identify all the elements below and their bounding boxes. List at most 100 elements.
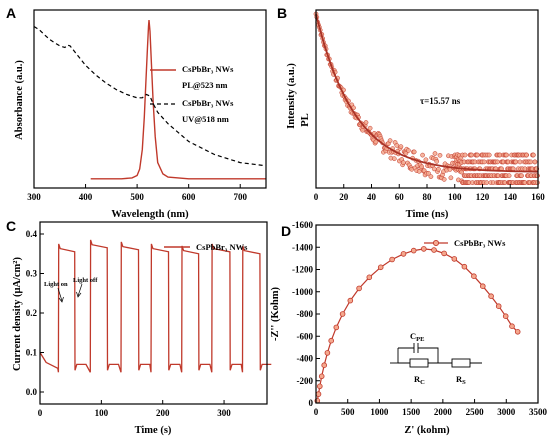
panel-b-point [504,152,509,158]
panel-b-point [426,170,431,176]
panel-b-xtick-label-5: 100 [448,192,462,202]
panel-b-point [475,152,480,158]
panel-c-legend: CsPbBr₃ NWs [164,242,248,252]
panel-b-point [530,152,536,158]
panel-a-legend: CsPbBr₃ NWs PL@523 nm CsPbBr₃ NWs UV@518… [150,64,234,124]
panel-b-xtick-label-2: 40 [367,192,377,202]
panel-d-ytick-label-3: -600 [297,331,314,341]
panel-d-ytick-label-8: -1600 [292,220,313,230]
panel-c-ylabel: Current density (μA/cm²) [12,257,23,371]
arrow-light-on-head [58,296,64,303]
panel-c-xtick-label-0: 0 [38,408,43,418]
legend-c-label: CsPbBr₃ NWs [196,242,248,252]
legend-d-swatch-marker [432,239,440,247]
panel-d-xtick-label-6: 3000 [497,407,516,417]
label-cpe-c: C [410,331,416,341]
panel-d-ticks: 0 500 1000 1500 2000 2500 3000 3500 0 -200 -400 -60… [292,220,548,417]
panel-d-xtick-label-3: 1500 [402,407,421,417]
panel-d-point-24 [495,303,502,310]
label-cpe: CPE [410,331,424,343]
panel-d-ytick-label-7: -1400 [292,242,313,252]
panel-c-ytick-label-0: 0.0 [26,387,38,397]
panel-c-xtick-label-1: 100 [95,408,109,418]
legend-uv-line2: UV@518 nm [182,114,229,124]
panel-d-point-19 [451,256,458,262]
panel-d-point-6 [328,337,335,344]
panel-b-point [513,159,519,165]
label-cpe-sub: PE [416,336,424,343]
panel-c-xlabel: Time (s) [135,425,172,436]
panel-letter-c: C [6,218,16,234]
panel-d-xtick-label-1: 500 [341,407,355,417]
arrow-light-off [77,283,83,297]
panel-c: C 0 100 200 300 0.0 0.1 0.2 0.3 0.4 Time (s) Cur… [6,218,272,436]
panel-b-xtick-label-3: 60 [395,192,405,202]
panel-b-xtick-label-7: 140 [504,192,518,202]
panel-b-point [448,175,454,181]
panel-d-ytick-label-5: -1000 [292,287,313,297]
legend-pl-line1: CsPbBr₃ NWs [182,64,234,74]
label-rc-r: R [414,374,421,384]
panel-a-xtick-label-3: 600 [182,192,196,202]
panel-d-point-11 [366,274,373,281]
legend-uv-line1: CsPbBr₃ NWs [182,98,234,108]
panel-c-series [39,239,272,373]
panel-a-xtick-label-4: 700 [233,192,247,202]
label-rs-r: R [456,374,463,384]
panel-b-ticks: 0 20 40 60 80 100 120 140 160 [314,184,545,202]
annot-light-off: Light off [73,277,98,284]
panel-d-xtick-label-5: 2500 [466,407,485,417]
panel-b-ylabel-main: Intensity (a.u.) [286,63,297,129]
panel-d-point-16 [420,246,427,252]
panel-b-point [398,144,404,149]
panel-c-ticks: 0 100 200 300 0.0 0.1 0.2 0.3 0.4 [26,229,232,418]
panel-b-point [484,180,490,185]
panel-b-point [387,138,393,143]
legend-d-label: CsPbBr₃ NWs [454,238,506,248]
panel-d-point-3 [318,373,325,380]
panel-b-point [532,159,538,165]
annot-light-on: Light on [44,281,68,288]
label-rc: RC [414,374,425,386]
panel-c-xtick-label-3: 300 [217,408,231,418]
panel-d-point-23 [488,293,494,300]
panel-b-xtick-label-0: 0 [314,192,319,202]
panel-b-point [434,159,440,164]
panel-d-ylabel: -Z'' (Kohm) [270,287,281,341]
panel-c-annotations: Light on Light off [44,277,98,303]
panel-d: D 0 500 1000 1500 2000 2500 3000 3500 0 -200 -400 -… [270,220,548,436]
panel-b-point [519,173,524,179]
panel-b-point [367,125,373,131]
panel-d-point-22 [479,283,486,290]
panel-d-point-17 [431,247,437,253]
panel-b-xtick-label-8: 160 [531,192,545,202]
panel-b-point [437,152,443,158]
panel-b-point [441,177,447,182]
panel-b-point [432,151,438,156]
label-rc-sub: C [420,379,425,386]
panel-b-xtick-label-1: 20 [339,192,349,202]
panel-b-point [411,149,417,155]
circuit-cpe-branch [398,347,439,363]
panel-a-series [33,19,267,180]
panel-c-ytick-label-3: 0.3 [26,269,38,279]
panel-a-ylabel: Absorbance (a.u.) [14,60,25,140]
panel-b-fit-line [315,13,538,173]
panel-d-point-10 [356,285,362,292]
panel-d-line [316,248,519,401]
panel-d-ytick-label-0: 0 [309,398,314,408]
panel-d-point-1 [315,391,322,397]
panel-c-xtick-label-2: 200 [156,408,170,418]
panel-b-point [528,159,534,165]
panel-d-point-12 [377,264,384,271]
panel-b-point [419,164,425,170]
panel-b-point [428,174,434,179]
cpe-symbol [413,343,419,353]
panel-b-series [313,11,540,185]
panel-d-point-8 [339,311,346,317]
panel-b-point [495,159,500,165]
panel-d-xtick-label-4: 2000 [434,407,453,417]
label-rs: RS [456,374,466,386]
panel-d-point-13 [389,256,395,263]
